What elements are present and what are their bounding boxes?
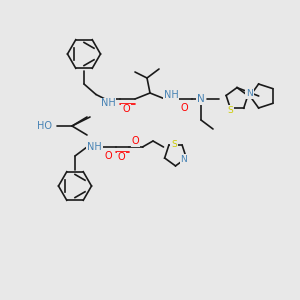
Text: S: S [227, 106, 233, 115]
Text: HO: HO [38, 121, 52, 131]
Text: S: S [171, 140, 177, 149]
Text: O: O [132, 136, 140, 146]
Text: O: O [122, 104, 130, 115]
Text: N: N [246, 89, 253, 98]
Text: O: O [104, 151, 112, 161]
Text: NH: NH [87, 142, 102, 152]
Text: N: N [197, 94, 205, 104]
Text: O: O [181, 103, 188, 113]
Text: N: N [181, 154, 187, 164]
Text: NH: NH [164, 89, 178, 100]
Text: O: O [118, 152, 125, 163]
Text: NH: NH [100, 98, 116, 109]
